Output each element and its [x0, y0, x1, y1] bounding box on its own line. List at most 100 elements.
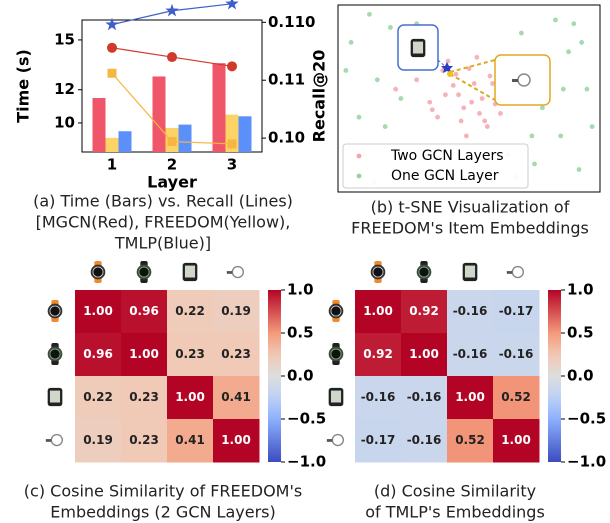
heatmap-cell	[213, 290, 260, 334]
heatmap-cell	[121, 419, 168, 463]
legend-marker	[356, 153, 362, 159]
scatter-point	[367, 11, 372, 17]
scatter-point	[427, 99, 433, 105]
heatmap-cell	[447, 376, 494, 420]
cell-label: 1.00	[83, 304, 113, 318]
cell-label: 0.23	[129, 390, 159, 404]
colorbar-tick-label: −1.0	[567, 453, 606, 471]
y-axis-label: Time (s)	[14, 49, 33, 123]
scatter-point	[539, 105, 545, 111]
x-tick-label: 3	[227, 156, 237, 174]
cell-label: 0.22	[175, 304, 205, 318]
cell-label: 0.19	[221, 304, 251, 318]
bar	[238, 116, 252, 152]
scatter-point	[435, 114, 440, 120]
heatmap-cell	[75, 333, 122, 377]
heatmap-cell	[355, 290, 402, 334]
line-marker	[107, 42, 117, 53]
scatter-point	[576, 167, 582, 172]
caption: Embeddings (2 GCN Layers)	[50, 503, 276, 522]
colorbar-tick-label: 0.5	[287, 324, 314, 342]
line-marker	[107, 68, 117, 78]
heatmap-cell	[121, 333, 168, 377]
cell-label: -0.16	[407, 433, 442, 447]
cell-label: -0.16	[453, 347, 488, 361]
heatmap-cell	[355, 376, 402, 420]
cell-label: -0.16	[453, 304, 488, 318]
heatmap-cell	[493, 333, 540, 377]
cell-label: 0.92	[409, 304, 439, 318]
cell-label: 0.52	[455, 433, 485, 447]
line-marker	[167, 137, 177, 147]
scatter-point	[579, 40, 585, 45]
line-marker	[105, 17, 119, 31]
bar	[92, 98, 106, 152]
line-marker	[227, 61, 237, 72]
colorbar	[268, 290, 281, 462]
scatter-point	[382, 124, 388, 129]
scatter-point	[498, 111, 503, 116]
scatter-point	[461, 105, 467, 111]
scatter-point	[519, 30, 524, 36]
cell-label: 0.96	[129, 304, 159, 318]
heatmap-cell	[447, 419, 494, 463]
colorbar	[548, 290, 561, 462]
heatmap-cell	[447, 333, 494, 377]
scatter-point	[443, 92, 448, 98]
heatmap-cell	[213, 333, 260, 377]
scatter-point	[558, 133, 564, 139]
colorbar-tick-label: 0.5	[567, 324, 594, 342]
heatmap-cell	[213, 419, 260, 463]
heatmap-cell	[167, 290, 214, 334]
y-tick-label: 10	[54, 113, 75, 131]
scatter-point	[466, 66, 472, 71]
heatmap-cell	[401, 376, 448, 420]
line-marker	[165, 3, 179, 17]
cell-label: -0.17	[499, 304, 534, 318]
heatmap-cell	[493, 419, 540, 463]
y-tick-label: 12	[54, 80, 75, 98]
cell-label: -0.16	[361, 390, 396, 404]
colorbar-tick-label: 1.0	[567, 281, 594, 299]
scatter-point	[589, 124, 595, 129]
scatter-point	[348, 40, 354, 45]
tsne-insets	[397, 24, 551, 106]
cell-label: -0.16	[499, 347, 534, 361]
cell-label: -0.16	[407, 390, 442, 404]
y2-tick-label: 0.10	[268, 129, 305, 147]
caption: of TMLP's Embeddings	[365, 503, 545, 522]
caption: [MGCN(Red), FREEDOM(Yellow),	[36, 213, 291, 232]
cell-label: 0.23	[221, 347, 251, 361]
x-tick-label: 2	[167, 156, 177, 174]
heatmap-cell	[75, 419, 122, 463]
y2-tick-label: 0.110	[268, 13, 315, 31]
cell-label: 0.41	[175, 433, 205, 447]
colorbar-tick-label: 0.0	[567, 367, 594, 385]
bar	[152, 76, 166, 152]
cell-label: 0.23	[175, 347, 205, 361]
heatmap-cell	[493, 290, 540, 334]
cell-label: 0.96	[83, 347, 113, 361]
x-tick-label: 1	[107, 156, 117, 174]
colorbar-tick-label: −0.5	[287, 410, 326, 428]
x-axis-label: Layer	[147, 173, 197, 192]
scatter-point	[456, 92, 461, 98]
cell-label: 0.41	[221, 390, 251, 404]
heatmap-cell	[75, 376, 122, 420]
cell-label: 1.00	[221, 433, 251, 447]
scatter-point	[584, 86, 590, 92]
line-marker	[167, 52, 177, 63]
cell-label: 1.00	[409, 347, 439, 361]
cell-label: 0.22	[83, 390, 113, 404]
heatmap-cell	[401, 333, 448, 377]
scatter-point	[393, 86, 399, 92]
scatter-point	[388, 25, 393, 30]
colorbar-tick-label: 1.0	[287, 281, 314, 299]
caption: TMLP(Blue)]	[114, 234, 211, 253]
cell-label: 1.00	[175, 390, 205, 404]
scatter-point	[484, 124, 490, 129]
scatter-point	[553, 17, 558, 23]
heatmap-cell	[167, 419, 214, 463]
scatter-point	[474, 54, 480, 60]
